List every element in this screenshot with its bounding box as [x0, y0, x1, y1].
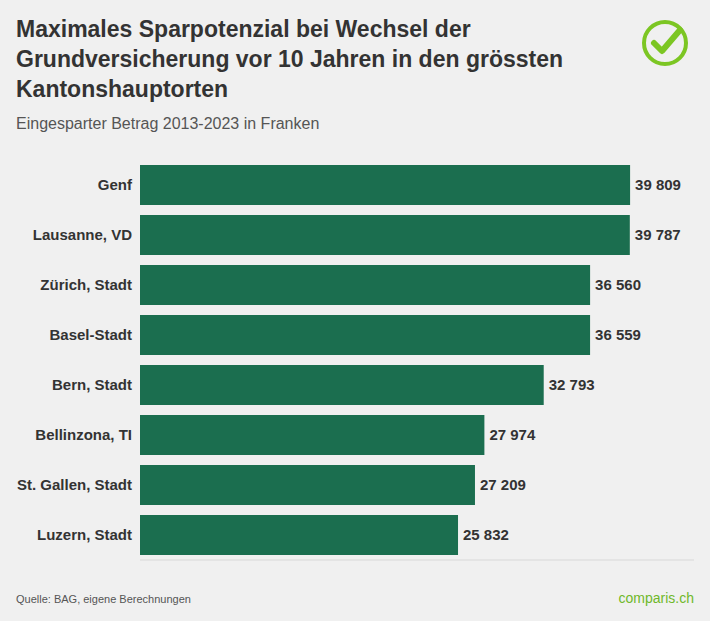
html-text:Maximales Sparpotenzial bei We: Maximales Sparpotenzial bei Wechsel der …	[16, 16, 563, 102]
html-text:Eingesparter Betrag 2013-2023: Eingesparter Betrag 2013-2023 in Franken	[16, 115, 320, 132]
svg-text:Bellinzona, TI: Bellinzona, TI	[35, 426, 132, 443]
svg-text:Zürich, Stadt: Zürich, Stadt	[40, 276, 132, 293]
svg-text:Genf: Genf	[98, 176, 133, 193]
svg-text:Luzern, Stadt: Luzern, Stadt	[37, 526, 132, 543]
html-text:comparis.ch: comparis.ch	[618, 590, 694, 606]
svg-text:25 832: 25 832	[463, 526, 509, 543]
svg-text:27 209: 27 209	[480, 476, 526, 493]
svg-text:36 559: 36 559	[595, 326, 641, 343]
svg-text:Lausanne, VD: Lausanne, VD	[33, 226, 132, 243]
svg-text:36 560: 36 560	[595, 276, 641, 293]
svg-text:Basel-Stadt: Basel-Stadt	[49, 326, 132, 343]
svg-text:27 974: 27 974	[489, 426, 536, 443]
svg-text:39 787: 39 787	[635, 226, 681, 243]
svg-text:Bern, Stadt: Bern, Stadt	[52, 376, 132, 393]
html-text:Quelle: BAG, eigene Berechnung: Quelle: BAG, eigene Berechnungen	[16, 593, 191, 605]
svg-text:St. Gallen, Stadt: St. Gallen, Stadt	[17, 476, 132, 493]
svg-text:32 793: 32 793	[549, 376, 595, 393]
svg-text:39 809: 39 809	[635, 176, 681, 193]
